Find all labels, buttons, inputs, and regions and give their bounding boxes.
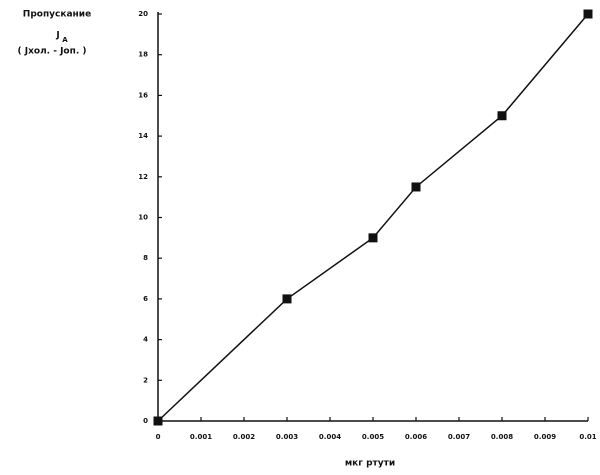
y-tick-label: 4 xyxy=(143,336,148,344)
x-tick-label: 0.002 xyxy=(233,433,255,441)
y-axis-formula: ( Jхол. - Jоп. ) xyxy=(17,47,86,57)
y-tick-label: 8 xyxy=(143,254,148,262)
x-axis-title: мкг ртути xyxy=(345,459,395,469)
x-tick-label: 0.003 xyxy=(276,433,298,441)
x-tick-label: 0.008 xyxy=(491,433,513,441)
y-axis-subscript: A xyxy=(62,36,68,44)
y-tick-label: 12 xyxy=(138,173,148,181)
y-tick-label: 20 xyxy=(138,10,148,18)
y-tick-label: 10 xyxy=(138,214,148,222)
marker xyxy=(497,111,507,121)
marker xyxy=(153,416,163,426)
y-tick-label: 14 xyxy=(138,132,148,140)
marker xyxy=(282,294,292,304)
x-tick-label: 0.004 xyxy=(319,433,341,441)
x-tick-label: 0.009 xyxy=(534,433,556,441)
marker xyxy=(411,182,421,192)
marker xyxy=(368,233,378,243)
y-tick-label: 6 xyxy=(143,295,148,303)
y-tick-label: 18 xyxy=(138,51,148,59)
x-tick-label: 0.007 xyxy=(448,433,470,441)
x-tick-label: 0.01 xyxy=(579,433,596,441)
x-tick-label: 0.006 xyxy=(405,433,427,441)
y-tick-label: 0 xyxy=(143,417,148,425)
marker xyxy=(583,9,593,19)
x-tick-label: 0 xyxy=(156,433,161,441)
x-tick-label: 0.001 xyxy=(190,433,212,441)
y-axis-symbol: J xyxy=(55,31,59,41)
y-tick-label: 2 xyxy=(143,376,148,384)
line xyxy=(157,13,589,422)
y-axis-title: Пропускание xyxy=(23,10,91,20)
y-tick-label: 16 xyxy=(138,91,148,99)
x-tick-label: 0.005 xyxy=(362,433,384,441)
